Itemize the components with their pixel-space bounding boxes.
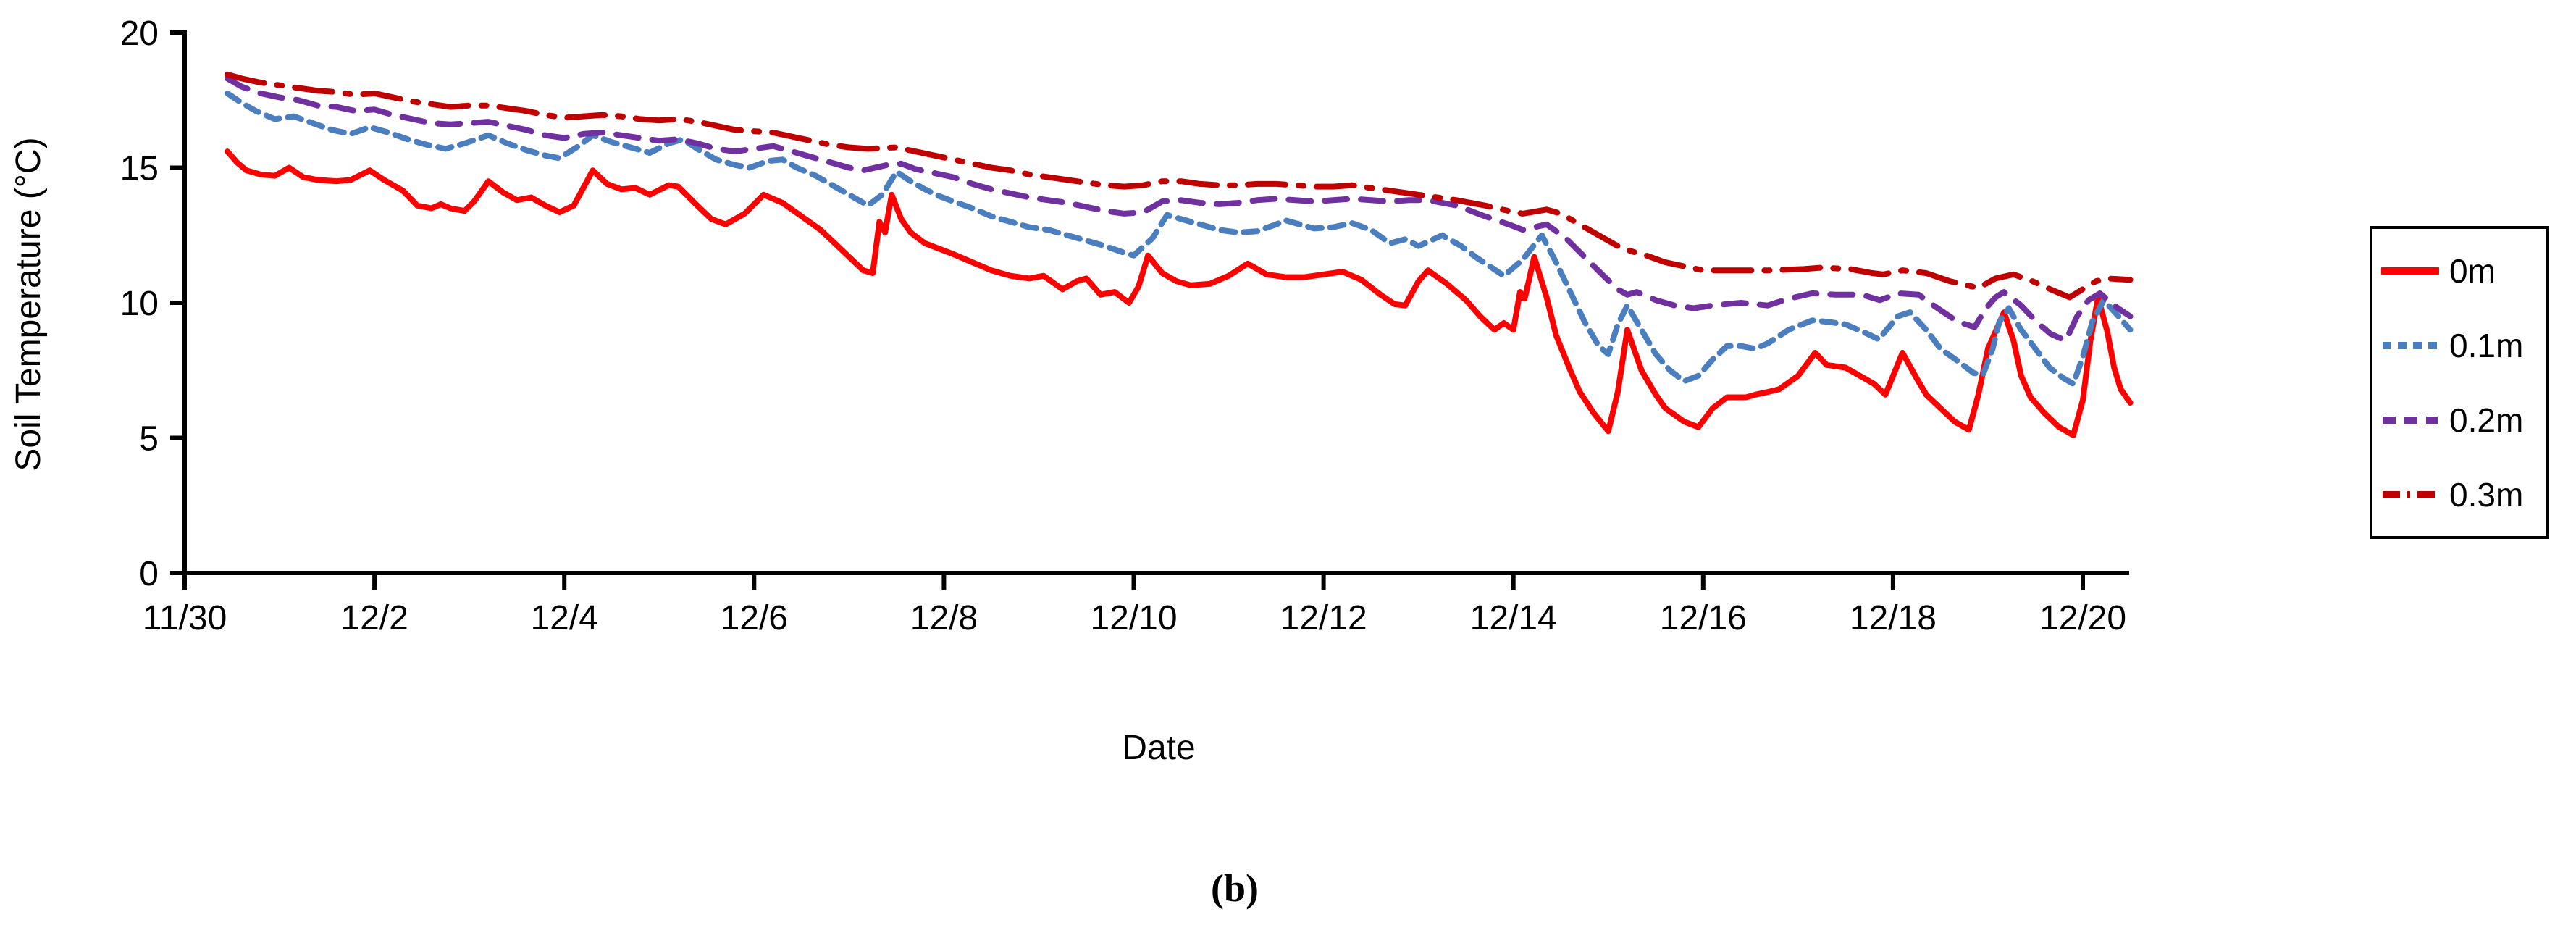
x-tick-label: 12/16: [1660, 599, 1747, 637]
x-tick-label: 12/6: [721, 599, 788, 637]
legend-swatch-0.2m-line: [2383, 416, 2438, 424]
series-line-0.2m: [225, 75, 2134, 344]
series-line-0.3m: [225, 71, 2134, 301]
x-tick-label: 12/20: [2039, 599, 2126, 637]
x-axis-title: Date: [1122, 729, 1196, 767]
series-line-0m: [225, 148, 2134, 438]
legend-label: 0.2m: [2449, 401, 2524, 439]
x-tick-label: 12/14: [1470, 599, 1557, 637]
legend-label: 0m: [2449, 251, 2496, 290]
figure-caption: (b): [1211, 866, 1259, 910]
legend-item-0m: 0m: [2381, 251, 2546, 290]
series-line-0.1m: [225, 90, 2134, 387]
y-tick-label: 0: [139, 555, 159, 593]
x-tick-label: 12/2: [340, 599, 408, 637]
y-axis-title: Soil Temperature (°C): [9, 137, 48, 472]
legend-swatch-0.1m-line: [2383, 341, 2438, 349]
y-tick-label: 20: [120, 14, 159, 53]
x-tick-label: 12/4: [530, 599, 597, 637]
x-tick-label: 12/8: [910, 599, 978, 637]
legend-swatch-0m-line: [2381, 267, 2439, 275]
legend-swatch-0.3m-line: [2383, 490, 2438, 498]
x-tick-label: 12/12: [1280, 599, 1367, 637]
x-tick-label: 11/30: [143, 599, 227, 637]
y-tick-label: 10: [120, 285, 159, 323]
legend-item-0.1m: 0.1m: [2381, 326, 2546, 365]
legend-label: 0.3m: [2449, 475, 2524, 514]
legend-item-0.3m: 0.3m: [2381, 475, 2546, 514]
legend-label: 0.1m: [2449, 326, 2524, 364]
x-tick-label: 12/10: [1090, 599, 1177, 637]
legend: 0m 0.1m 0.2m 0.3m: [2370, 226, 2549, 539]
x-tick-label: 12/18: [1850, 599, 1937, 637]
y-tick-label: 5: [139, 420, 159, 459]
y-tick-label: 15: [120, 150, 159, 188]
legend-item-0.2m: 0.2m: [2381, 401, 2546, 440]
